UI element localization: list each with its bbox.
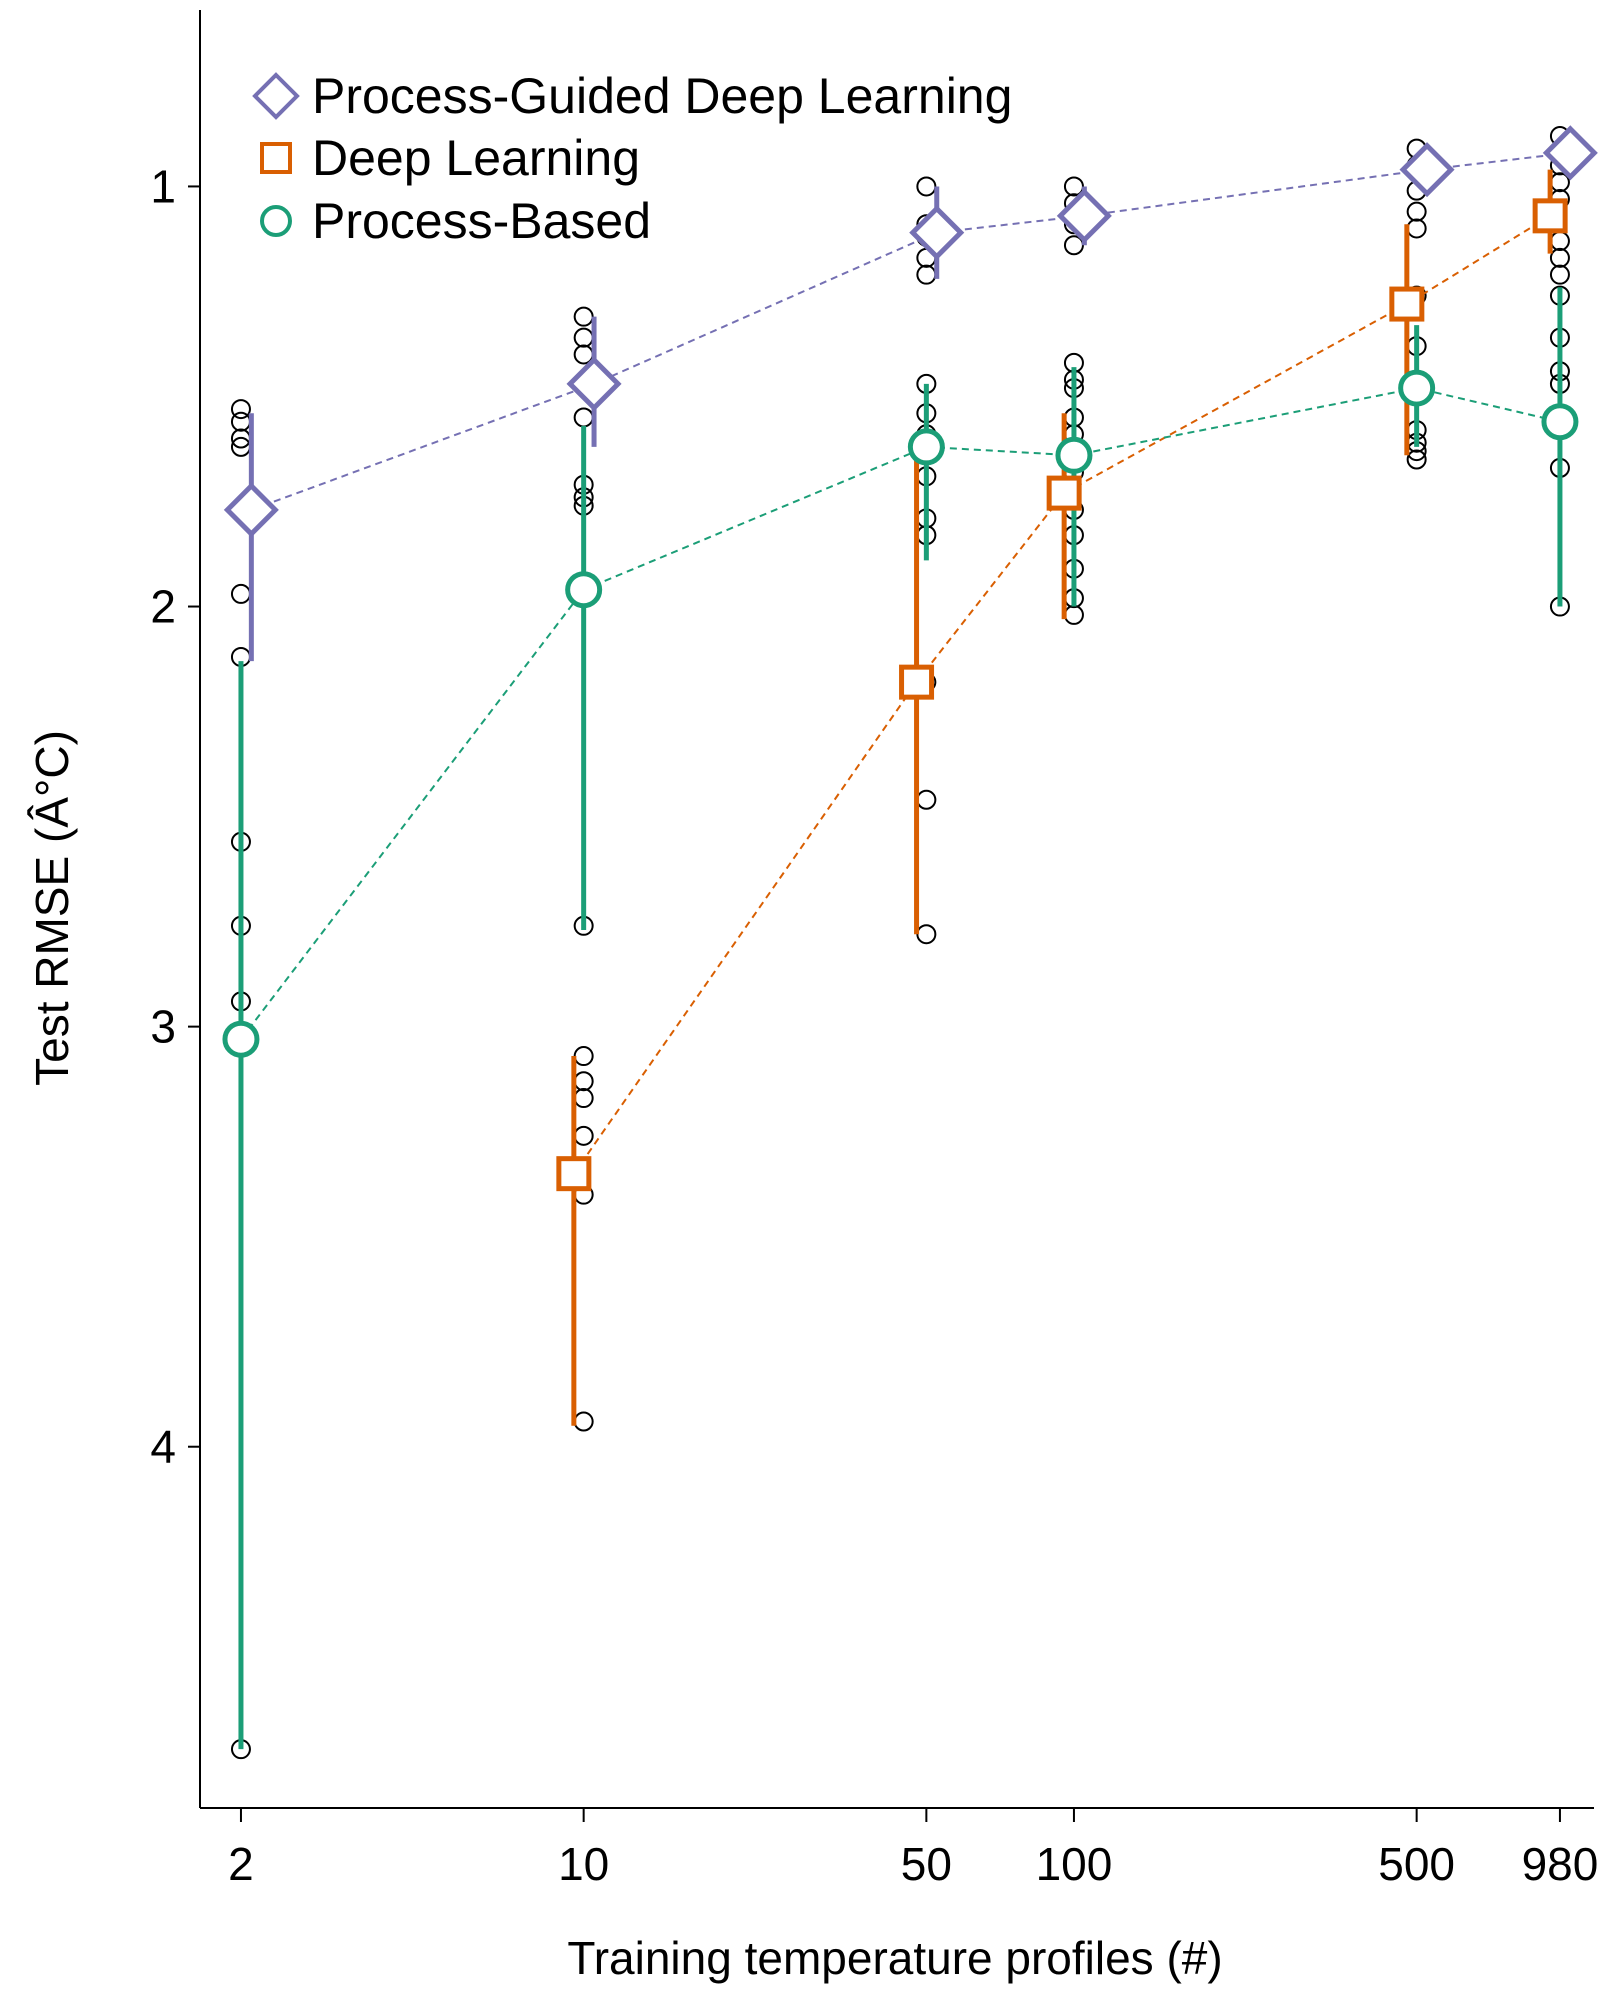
y-tick-label: 3 [150,1001,176,1053]
run-point [573,1088,594,1109]
run-point [573,407,594,428]
series-pb-point [1398,369,1436,407]
run-point [1549,247,1570,268]
run-point [230,583,251,604]
run-point [1063,604,1084,625]
x-tick-label: 100 [1036,1838,1113,1890]
run-point [1549,231,1570,252]
series-layer [222,125,1598,1750]
series-pb-point [565,571,603,609]
series-pgdl-markers [223,125,1598,538]
run-point [916,924,937,945]
legend-item-pb: Process-Based [260,193,651,249]
run-point [573,1046,594,1067]
series-pgdl-point [909,205,965,261]
legend-diamond-icon [252,72,300,120]
series-pb-point [222,1020,260,1058]
run-point [1549,264,1570,285]
run-point [1406,201,1427,222]
series-pgdl-point [1542,125,1598,181]
run-point [1406,449,1427,470]
series-pb-point [1541,403,1579,441]
run-point [573,1071,594,1092]
series-dl-point [1389,286,1425,322]
run-point [573,1125,594,1146]
series-dl-point [556,1156,592,1192]
legend-item-pgdl: Process-Guided Deep Learning [252,68,1012,124]
axes [199,10,1594,1809]
series-pb-markers [222,369,1579,1058]
legend-label-dl: Deep Learning [312,130,640,186]
series-pgdl-point [1056,188,1112,244]
x-tick-label: 500 [1378,1838,1455,1890]
run-point [1406,218,1427,239]
legend-label-pb: Process-Based [312,193,651,249]
run-point [230,399,251,420]
series-pgdl-line [251,151,1571,511]
series-dl-point [1532,198,1568,234]
series-dl-line [573,214,1551,1175]
series-dl-lines [571,169,1553,1426]
run-point [916,176,937,197]
run-point [916,789,937,810]
x-tick-label: 980 [1522,1838,1599,1890]
y-ticks: 1 2 3 4 [150,160,200,1473]
legend-label-pgdl: Process-Guided Deep Learning [312,68,1012,124]
individual-runs [230,126,1570,1760]
series-dl-point [1046,475,1082,511]
run-point [573,306,594,327]
y-axis-label: Test RMSE (Â°C) [26,730,78,1086]
x-axis-label: Training temperature profiles (#) [567,1932,1222,1984]
series-dl-point [899,664,935,700]
x-tick-label: 2 [228,1838,254,1890]
y-tick-label: 2 [150,581,176,633]
legend: Process-Guided Deep Learning Deep Learni… [252,68,1012,249]
run-point [573,1411,594,1432]
legend-item-dl: Deep Learning [260,130,640,186]
series-pb-line [240,387,1561,1040]
series-pgdl-point [1399,142,1455,198]
y-tick-label: 4 [150,1421,176,1473]
series-pb-point [1055,436,1093,474]
x-tick-label: 10 [558,1838,609,1890]
y-tick-label: 1 [150,160,176,212]
series-pgdl-point [566,356,622,412]
series-pb-lines [238,287,1563,1750]
legend-circle-icon [260,205,292,237]
run-point [573,327,594,348]
x-ticks: 2 10 50 100 500 980 [228,1808,1598,1890]
legend-square-icon [260,142,292,174]
series-pgdl-point [223,482,279,538]
x-tick-label: 50 [901,1838,952,1890]
run-point [230,411,251,432]
series-dl-markers [556,198,1568,1192]
series-pb-point [907,428,945,466]
run-point [916,264,937,285]
